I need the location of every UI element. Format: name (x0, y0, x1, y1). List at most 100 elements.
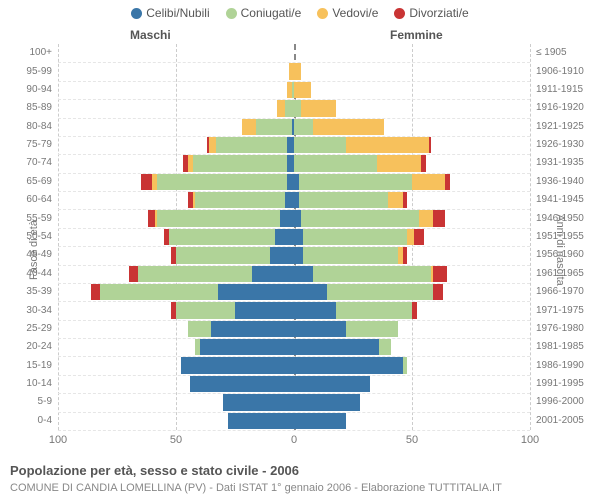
age-label: 80-84 (0, 121, 52, 132)
age-row (58, 191, 530, 210)
bar-segment-male (129, 266, 138, 282)
bar-segment-male (155, 210, 157, 226)
chart-subtitle: COMUNE DI CANDIA LOMELLINA (PV) - Dati I… (10, 482, 502, 494)
age-row (58, 356, 530, 375)
age-label: 50-54 (0, 231, 52, 242)
birth-year-label: 1991-1995 (536, 378, 584, 389)
age-label: 10-14 (0, 378, 52, 389)
bar-segment-male (211, 321, 294, 337)
bar-segment-male (141, 174, 153, 190)
x-tick-label: 50 (406, 434, 418, 446)
age-row (58, 412, 530, 431)
bar-segment-female (294, 137, 346, 153)
birth-year-label: 1911-1915 (536, 84, 583, 95)
age-row (58, 81, 530, 100)
age-label: 95-99 (0, 66, 52, 77)
birth-year-label: 1956-1960 (536, 249, 584, 260)
bar-segment-female (377, 155, 422, 171)
bar-segment-male (287, 137, 294, 153)
age-label: 70-74 (0, 157, 52, 168)
bar-segment-male (171, 302, 176, 318)
age-row (58, 173, 530, 192)
bar-segment-male (176, 247, 270, 263)
bar-segment-male (164, 229, 169, 245)
x-tick-label: 50 (170, 434, 182, 446)
bar-segment-female (294, 339, 379, 355)
bar-segment-female (346, 137, 429, 153)
bar-segment-male (256, 119, 291, 135)
age-row (58, 338, 530, 357)
bar-segment-male (277, 100, 284, 116)
bar-segment-male (169, 229, 275, 245)
bar-segment-male (228, 413, 294, 429)
bar-segment-male (188, 321, 212, 337)
bar-segment-male (91, 284, 100, 300)
bar-segment-male (148, 210, 155, 226)
male-header: Maschi (130, 28, 171, 42)
bar-segment-female (294, 413, 346, 429)
bar-segment-male (188, 155, 193, 171)
age-label: 20-24 (0, 341, 52, 352)
birth-year-label: 1951-1955 (536, 231, 584, 242)
birth-year-label: 1966-1970 (536, 286, 584, 297)
bar-segment-female (327, 284, 433, 300)
bar-segment-male (183, 155, 188, 171)
bar-segment-male (235, 302, 294, 318)
bar-segment-female (412, 302, 417, 318)
birth-year-label: 1926-1930 (536, 139, 584, 150)
female-header: Femmine (390, 28, 443, 42)
age-row (58, 209, 530, 228)
bar-segment-female (388, 192, 402, 208)
legend-label: Celibi/Nubili (146, 6, 209, 20)
bar-segment-male (242, 119, 256, 135)
legend-label: Vedovi/e (332, 6, 378, 20)
bar-segment-female (407, 229, 414, 245)
legend-item: Divorziati/e (394, 6, 468, 20)
bar-segment-female (414, 229, 423, 245)
chart-title: Popolazione per età, sesso e stato civil… (10, 463, 299, 478)
bar-segment-male (270, 247, 294, 263)
bar-segment-female (433, 284, 442, 300)
x-tick-label: 100 (49, 434, 67, 446)
age-label: 75-79 (0, 139, 52, 150)
bar-segment-female (294, 376, 370, 392)
bar-segment-female (294, 394, 360, 410)
bar-segment-male (195, 339, 200, 355)
bar-segment-female (294, 229, 303, 245)
birth-year-label: 1961-1965 (536, 268, 584, 279)
bar-segment-female (301, 210, 419, 226)
age-label: 90-94 (0, 84, 52, 95)
legend-item: Coniugati/e (226, 6, 302, 20)
legend-dot (394, 8, 405, 19)
bar-segment-female (294, 284, 327, 300)
birth-year-label: 1996-2000 (536, 396, 584, 407)
age-row (58, 393, 530, 412)
bar-segment-male (176, 302, 235, 318)
bar-segment-male (188, 192, 193, 208)
bar-segment-male (193, 155, 287, 171)
bar-segment-male (216, 137, 287, 153)
bar-segment-male (195, 192, 285, 208)
bar-segment-female (403, 357, 408, 373)
bar-segment-male (200, 339, 294, 355)
bar-segment-female (294, 155, 377, 171)
age-row (58, 283, 530, 302)
bar-segment-female (313, 119, 384, 135)
birth-year-label: 1906-1910 (536, 66, 584, 77)
bar-segment-male (100, 284, 218, 300)
age-label: 55-59 (0, 213, 52, 224)
bar-segment-male (157, 174, 287, 190)
bar-segment-female (294, 302, 336, 318)
bar-segment-female (379, 339, 391, 355)
bar-segment-male (218, 284, 294, 300)
bar-segment-female (445, 174, 450, 190)
plot-area (58, 44, 530, 430)
bar-segment-female (433, 266, 447, 282)
age-label: 100+ (0, 47, 52, 58)
population-pyramid-chart: Celibi/Nubili Coniugati/e Vedovi/e Divorzia… (0, 0, 600, 500)
bar-segment-female (403, 247, 408, 263)
bar-segment-female (429, 137, 431, 153)
age-label: 5-9 (0, 396, 52, 407)
legend: Celibi/Nubili Coniugati/e Vedovi/e Divorzia… (0, 6, 600, 20)
bar-segment-female (294, 119, 313, 135)
